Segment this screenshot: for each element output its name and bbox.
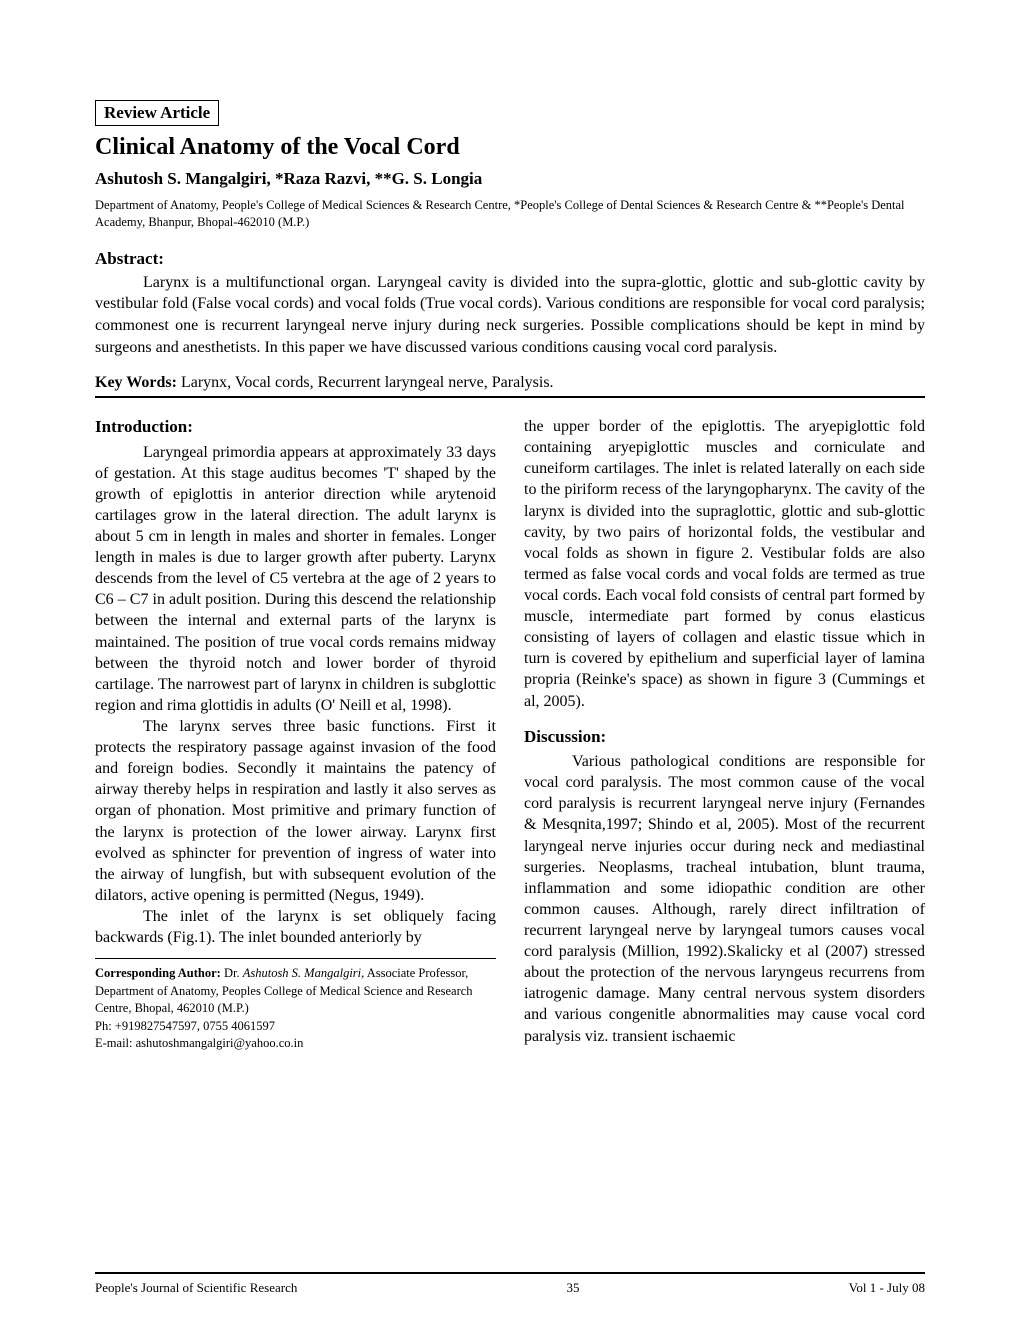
article-title: Clinical Anatomy of the Vocal Cord — [95, 134, 925, 161]
intro-para-3: The inlet of the larynx is set obliquely… — [95, 906, 496, 948]
two-column-body: Introduction: Laryngeal primordia appear… — [95, 416, 925, 1053]
discussion-heading: Discussion: — [524, 726, 925, 748]
corr-email: E-mail: ashutoshmangalgiri@yahoo.co.in — [95, 1035, 496, 1053]
discussion-para-1: Various pathological conditions are resp… — [524, 751, 925, 1047]
corr-name-prefix: Dr. — [224, 966, 243, 980]
corresponding-rule — [95, 958, 496, 959]
left-column: Introduction: Laryngeal primordia appear… — [95, 416, 496, 1053]
intro-para-1: Laryngeal primordia appears at approxima… — [95, 442, 496, 716]
footer-page-number: 35 — [567, 1280, 580, 1296]
affiliation: Department of Anatomy, People's College … — [95, 197, 925, 231]
keywords: Key Words: Larynx, Vocal cords, Recurren… — [95, 374, 925, 392]
footer-journal: People's Journal of Scientific Research — [95, 1280, 297, 1296]
authors: Ashutosh S. Mangalgiri, *Raza Razvi, **G… — [95, 169, 925, 189]
corr-phone: Ph: +919827547597, 0755 4061597 — [95, 1018, 496, 1036]
corr-line-1: Corresponding Author: Dr. Ashutosh S. Ma… — [95, 965, 496, 1018]
right-column: the upper border of the epiglottis. The … — [524, 416, 925, 1053]
right-para-1: the upper border of the epiglottis. The … — [524, 416, 925, 712]
divider-rule — [95, 396, 925, 398]
footer-issue: Vol 1 - July 08 — [849, 1280, 925, 1296]
corr-label: Corresponding Author: — [95, 966, 224, 980]
corresponding-author: Corresponding Author: Dr. Ashutosh S. Ma… — [95, 965, 496, 1053]
page-footer: People's Journal of Scientific Research … — [95, 1280, 925, 1296]
intro-para-2: The larynx serves three basic functions.… — [95, 716, 496, 906]
abstract-body: Larynx is a multifunctional organ. Laryn… — [95, 272, 925, 358]
footer-rule — [95, 1272, 925, 1274]
introduction-heading: Introduction: — [95, 416, 496, 438]
keywords-text: Larynx, Vocal cords, Recurrent laryngeal… — [181, 374, 554, 391]
abstract-heading: Abstract: — [95, 249, 925, 269]
corr-author-name: Ashutosh S. Mangalgiri — [243, 966, 361, 980]
review-article-label: Review Article — [95, 100, 219, 126]
keywords-label: Key Words: — [95, 374, 181, 391]
